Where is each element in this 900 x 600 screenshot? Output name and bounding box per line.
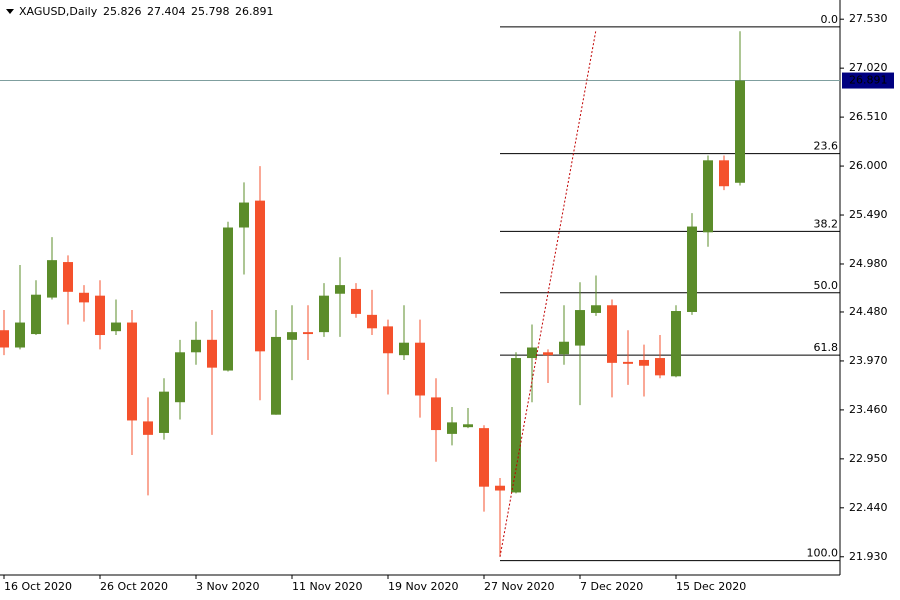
- candle-body: [15, 322, 25, 348]
- ohlc-open: 25.826: [103, 5, 142, 18]
- candle-body: [591, 305, 601, 313]
- y-tick-label: 22.440: [849, 501, 888, 514]
- fib-level-label: 23.6: [814, 140, 839, 153]
- candle-body: [95, 295, 105, 336]
- y-tick-label: 23.460: [849, 403, 888, 416]
- candle-body: [175, 352, 185, 403]
- candle-body: [703, 160, 713, 233]
- candle-body: [319, 295, 329, 333]
- candle-body: [79, 292, 89, 303]
- candle-body: [575, 310, 585, 346]
- candle-body: [335, 285, 345, 294]
- trendline: [499, 29, 597, 557]
- y-tick-label: 27.020: [849, 61, 888, 74]
- fib-level-label: 100.0: [807, 547, 839, 560]
- fib-level-label: 50.0: [814, 279, 839, 292]
- candle-body: [383, 326, 393, 354]
- candle-body: [223, 227, 233, 371]
- price-label: 26.891: [849, 74, 888, 87]
- candle-body: [351, 288, 361, 314]
- y-tick-label: 25.490: [849, 208, 888, 221]
- x-tick-label: 19 Nov 2020: [388, 580, 458, 593]
- y-tick-label: 27.530: [849, 12, 888, 25]
- candle-body: [543, 352, 553, 356]
- candle-body: [159, 391, 169, 433]
- candle-body: [527, 347, 537, 359]
- menu-triangle[interactable]: [6, 9, 14, 14]
- candle-body: [559, 341, 569, 355]
- candle-body: [687, 226, 697, 312]
- y-tick-label: 26.510: [849, 110, 888, 123]
- candle-body: [415, 342, 425, 396]
- y-tick-label: 21.930: [849, 550, 888, 563]
- candle-body: [271, 336, 281, 415]
- candle-body: [143, 421, 153, 435]
- candle-body: [431, 397, 441, 431]
- y-tick-label: 26.000: [849, 159, 888, 172]
- candle-body: [287, 332, 297, 340]
- y-tick-label: 23.970: [849, 354, 888, 367]
- price-label-box: [842, 72, 894, 89]
- x-tick-label: 11 Nov 2020: [292, 580, 362, 593]
- y-tick-label: 22.950: [849, 452, 888, 465]
- candle-body: [479, 428, 489, 487]
- candle-body: [735, 80, 745, 183]
- candle-body: [207, 339, 217, 368]
- x-tick-label: 7 Dec 2020: [580, 580, 643, 593]
- ohlc-low: 25.798: [191, 5, 230, 18]
- candle-body: [655, 358, 665, 376]
- candle-body: [63, 262, 73, 292]
- candle-body: [303, 332, 313, 335]
- candle-body: [47, 260, 57, 298]
- candle-body: [463, 424, 473, 428]
- candle-body: [639, 359, 649, 366]
- x-tick-label: 16 Oct 2020: [4, 580, 72, 593]
- x-tick-label: 27 Nov 2020: [484, 580, 554, 593]
- y-tick-label: 24.480: [849, 305, 888, 318]
- candle-body: [447, 422, 457, 434]
- candle-body: [239, 202, 249, 228]
- candle-body: [607, 305, 617, 363]
- fib-level-label: 38.2: [814, 217, 839, 230]
- candle-body: [127, 322, 137, 421]
- candle-body: [191, 339, 201, 353]
- x-tick-label: 15 Dec 2020: [676, 580, 746, 593]
- chart-title: XAGUSD,Daily: [19, 5, 98, 18]
- ohlc-high: 27.404: [147, 5, 186, 18]
- candle-body: [0, 330, 9, 348]
- candle-body: [719, 160, 729, 187]
- candle-body: [31, 294, 41, 335]
- candle-body: [623, 361, 633, 364]
- candle-body: [511, 358, 521, 493]
- candle-body: [111, 322, 121, 332]
- fib-level-label: 61.8: [814, 341, 839, 354]
- x-tick-label: 26 Oct 2020: [100, 580, 168, 593]
- ohlc-close: 26.891: [235, 5, 274, 18]
- x-tick-label: 3 Nov 2020: [196, 580, 259, 593]
- candle-body: [255, 200, 265, 352]
- candle-body: [367, 314, 377, 329]
- fib-level-label: 0.0: [821, 13, 839, 26]
- candle-body: [399, 342, 409, 356]
- candle-body: [495, 485, 505, 491]
- candle-body: [671, 311, 681, 377]
- y-tick-label: 24.980: [849, 257, 888, 270]
